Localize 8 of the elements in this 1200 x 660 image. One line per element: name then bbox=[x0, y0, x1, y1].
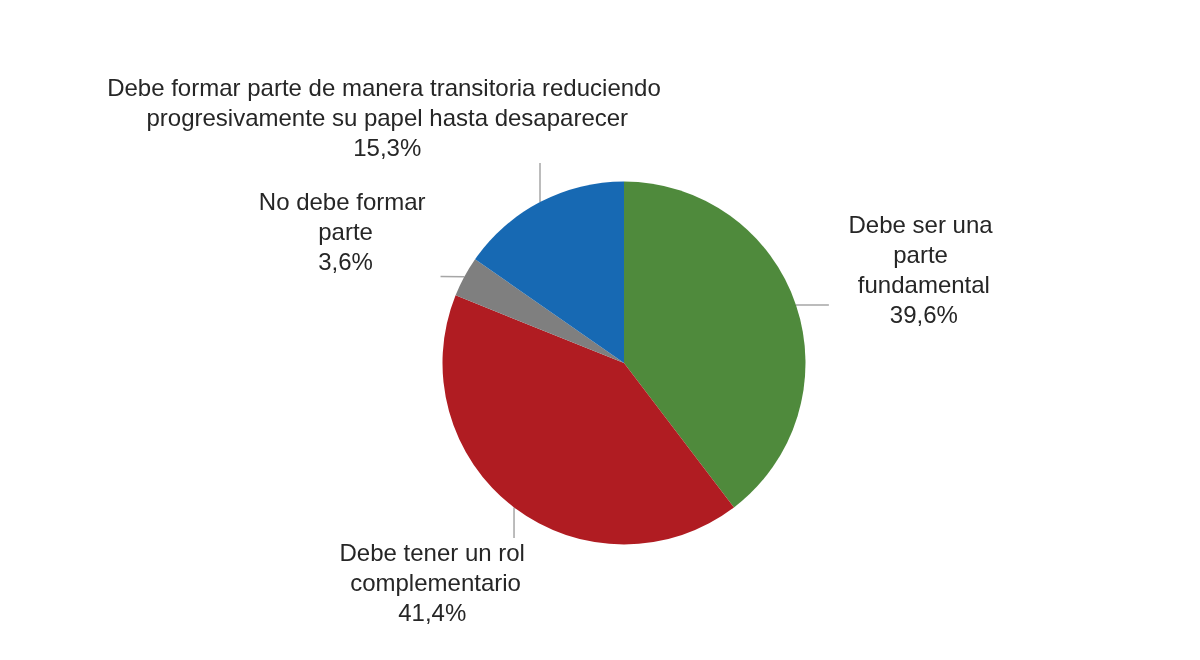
slice-label: No debe formar parte bbox=[258, 188, 433, 246]
data-label: 41,4% bbox=[398, 599, 467, 627]
data-label: 39,6% bbox=[889, 301, 958, 329]
data-label: 3,6% bbox=[318, 248, 373, 276]
data-label: 15,3% bbox=[353, 134, 422, 162]
slice-label: Debe tener un rol complementario bbox=[339, 539, 525, 597]
slice-label: Debe formar parte de manera transitoria reduciendo progresivamente su papel hasta desaparecer bbox=[107, 74, 668, 132]
slice-label: Debe ser una parte fundamental bbox=[848, 211, 1000, 299]
